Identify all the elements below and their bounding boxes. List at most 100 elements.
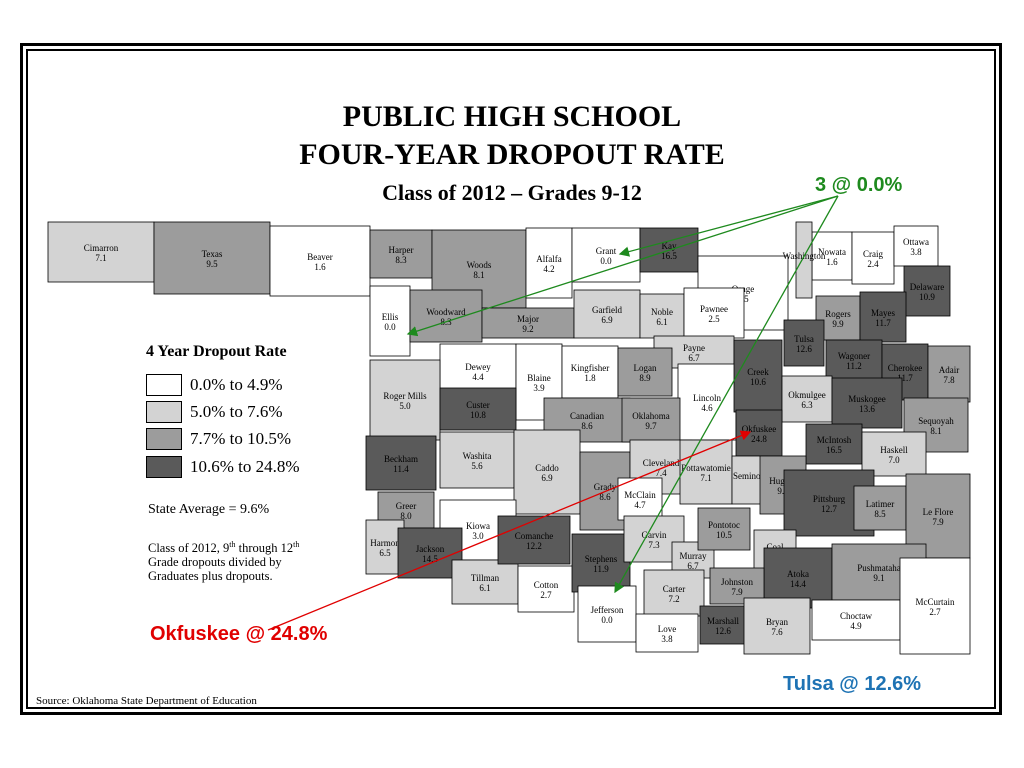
- county-value-garfield: 6.9: [601, 315, 613, 325]
- county-value-ellis: 0.0: [384, 322, 396, 332]
- county-value-wagoner: 11.2: [846, 361, 861, 371]
- county-mcintosh: [805, 423, 863, 465]
- note-text-3: Grade dropouts divided by: [148, 555, 282, 570]
- note-text-2: through 12: [235, 541, 294, 556]
- county-value-washita: 5.6: [471, 461, 483, 471]
- county-ottawa: [893, 225, 939, 267]
- county-carter: [643, 569, 705, 617]
- county-label-pontotoc: Pontotoc: [708, 520, 740, 530]
- county-label-kingfisher: Kingfisher: [571, 363, 610, 373]
- county-value-kingfisher: 1.8: [584, 373, 596, 383]
- outer-frame: [20, 43, 1002, 715]
- method-note: Class of 2012, 9th through 12th Grade dr…: [148, 538, 348, 583]
- county-value-mcclain: 4.7: [634, 500, 646, 510]
- county-label-lincoln: Lincoln: [693, 393, 721, 403]
- county-latimer: [853, 485, 907, 531]
- county-label-nowata: Nowata: [818, 247, 846, 257]
- county-oklahoma: [621, 397, 681, 443]
- legend-title: 4 Year Dropout Rate: [146, 343, 287, 360]
- county-major: [481, 307, 575, 339]
- callout-tulsa: Tulsa @ 12.6%: [783, 673, 922, 695]
- county-value-jackson: 14.5: [422, 554, 438, 564]
- county-label-pawnee: Pawnee: [700, 304, 728, 314]
- county-value-noble: 6.1: [656, 317, 667, 327]
- county-label-beckham: Beckham: [384, 454, 418, 464]
- county-label-sequoyah: Sequoyah: [918, 416, 954, 426]
- county-label-tulsa: Tulsa: [794, 334, 814, 344]
- county-value-harmon: 6.5: [379, 548, 391, 558]
- county-value-latimer: 8.5: [874, 509, 886, 519]
- county-delaware: [903, 265, 951, 317]
- county-value-adair: 7.8: [943, 375, 955, 385]
- county-label-alfalfa: Alfalfa: [536, 254, 561, 264]
- county-label-texas: Texas: [202, 249, 223, 259]
- county-value-garvin: 7.3: [648, 540, 660, 550]
- county-value-okmulgee: 6.3: [801, 400, 813, 410]
- county-label-pushmataha: Pushmataha: [857, 563, 901, 573]
- county-love: [635, 613, 699, 653]
- county-washington: [795, 221, 813, 299]
- county-value-creek: 10.6: [750, 377, 766, 387]
- county-value-delaware: 10.9: [919, 292, 935, 302]
- county-label-coal: Coal: [767, 542, 784, 552]
- county-value-dewey: 4.4: [472, 372, 484, 382]
- county-value-logan: 8.9: [639, 373, 651, 383]
- county-label-mcclain: McClain: [624, 490, 656, 500]
- legend-label-3: 7.7% to 10.5%: [190, 429, 292, 448]
- title-line-2: FOUR-YEAR DROPOUT RATE: [299, 138, 725, 171]
- county-label-marshall: Marshall: [707, 616, 739, 626]
- county-label-pottawatomie: Pottawatomie: [681, 463, 731, 473]
- county-label-beaver: Beaver: [307, 252, 332, 262]
- county-label-washita: Washita: [463, 451, 492, 461]
- county-value-caddo: 6.9: [541, 473, 553, 483]
- county-value-marshall: 12.6: [715, 626, 731, 636]
- county-label-grant: Grant: [596, 246, 617, 256]
- callout-arrows: [267, 195, 839, 631]
- county-value-sequoyah: 8.1: [930, 426, 941, 436]
- county-haskell: [861, 431, 927, 477]
- county-label-woods: Woods: [467, 260, 492, 270]
- county-value-custer: 10.8: [470, 410, 486, 420]
- legend-item-2: 5.0% to 7.6%: [146, 400, 283, 424]
- county-caddo: [513, 429, 581, 515]
- county-label-johnston: Johnston: [721, 577, 754, 587]
- county-label-delaware: Delaware: [910, 282, 944, 292]
- county-label-logan: Logan: [634, 363, 657, 373]
- county-value-texas: 9.5: [206, 259, 218, 269]
- state-average: State Average = 9.6%: [148, 502, 270, 517]
- callout-zero-dropout: 3 @ 0.0%: [815, 174, 903, 196]
- county-label-jackson: Jackson: [416, 544, 445, 554]
- county-label-greer: Greer: [396, 501, 416, 511]
- county-value-pushmataha: 9.1: [873, 573, 884, 583]
- county-label-comanche: Comanche: [515, 531, 554, 541]
- county-label-ellis: Ellis: [382, 312, 399, 322]
- arrow-ellis: [406, 195, 839, 337]
- county-value-love: 3.8: [661, 634, 673, 644]
- legend-swatch-2: [146, 401, 182, 423]
- county-label-harper: Harper: [389, 245, 414, 255]
- county-value-grady: 8.6: [599, 492, 611, 502]
- county-value-bryan: 7.6: [771, 627, 783, 637]
- legend-label-4: 10.6% to 24.8%: [190, 457, 300, 476]
- county-jackson: [397, 527, 463, 579]
- county-value-canadian: 8.6: [581, 421, 593, 431]
- county-value-beaver: 1.6: [314, 262, 326, 272]
- county-value-stephens: 11.9: [593, 564, 609, 574]
- county-label-cleveland: Cleveland: [643, 458, 680, 468]
- county-value-blaine: 3.9: [533, 383, 545, 393]
- county-value-tillman: 6.1: [479, 583, 490, 593]
- county-value-haskell: 7.0: [888, 455, 900, 465]
- county-beckham: [365, 435, 437, 491]
- county-label-major: Major: [517, 314, 539, 324]
- county-label-tillman: Tillman: [471, 573, 500, 583]
- county-label-okmulgee: Okmulgee: [788, 390, 826, 400]
- county-label-pittsburg: Pittsburg: [813, 494, 846, 504]
- note-sup-1: th: [229, 540, 236, 549]
- county-label-cimarron: Cimarron: [84, 243, 119, 253]
- county-logan: [617, 347, 673, 397]
- source-note: Source: Oklahoma State Department of Edu…: [36, 695, 257, 707]
- county-label-bryan: Bryan: [766, 617, 788, 627]
- county-label-payne: Payne: [683, 343, 705, 353]
- county-pontotoc: [697, 507, 751, 551]
- county-value-hughes: 9.0: [777, 486, 789, 496]
